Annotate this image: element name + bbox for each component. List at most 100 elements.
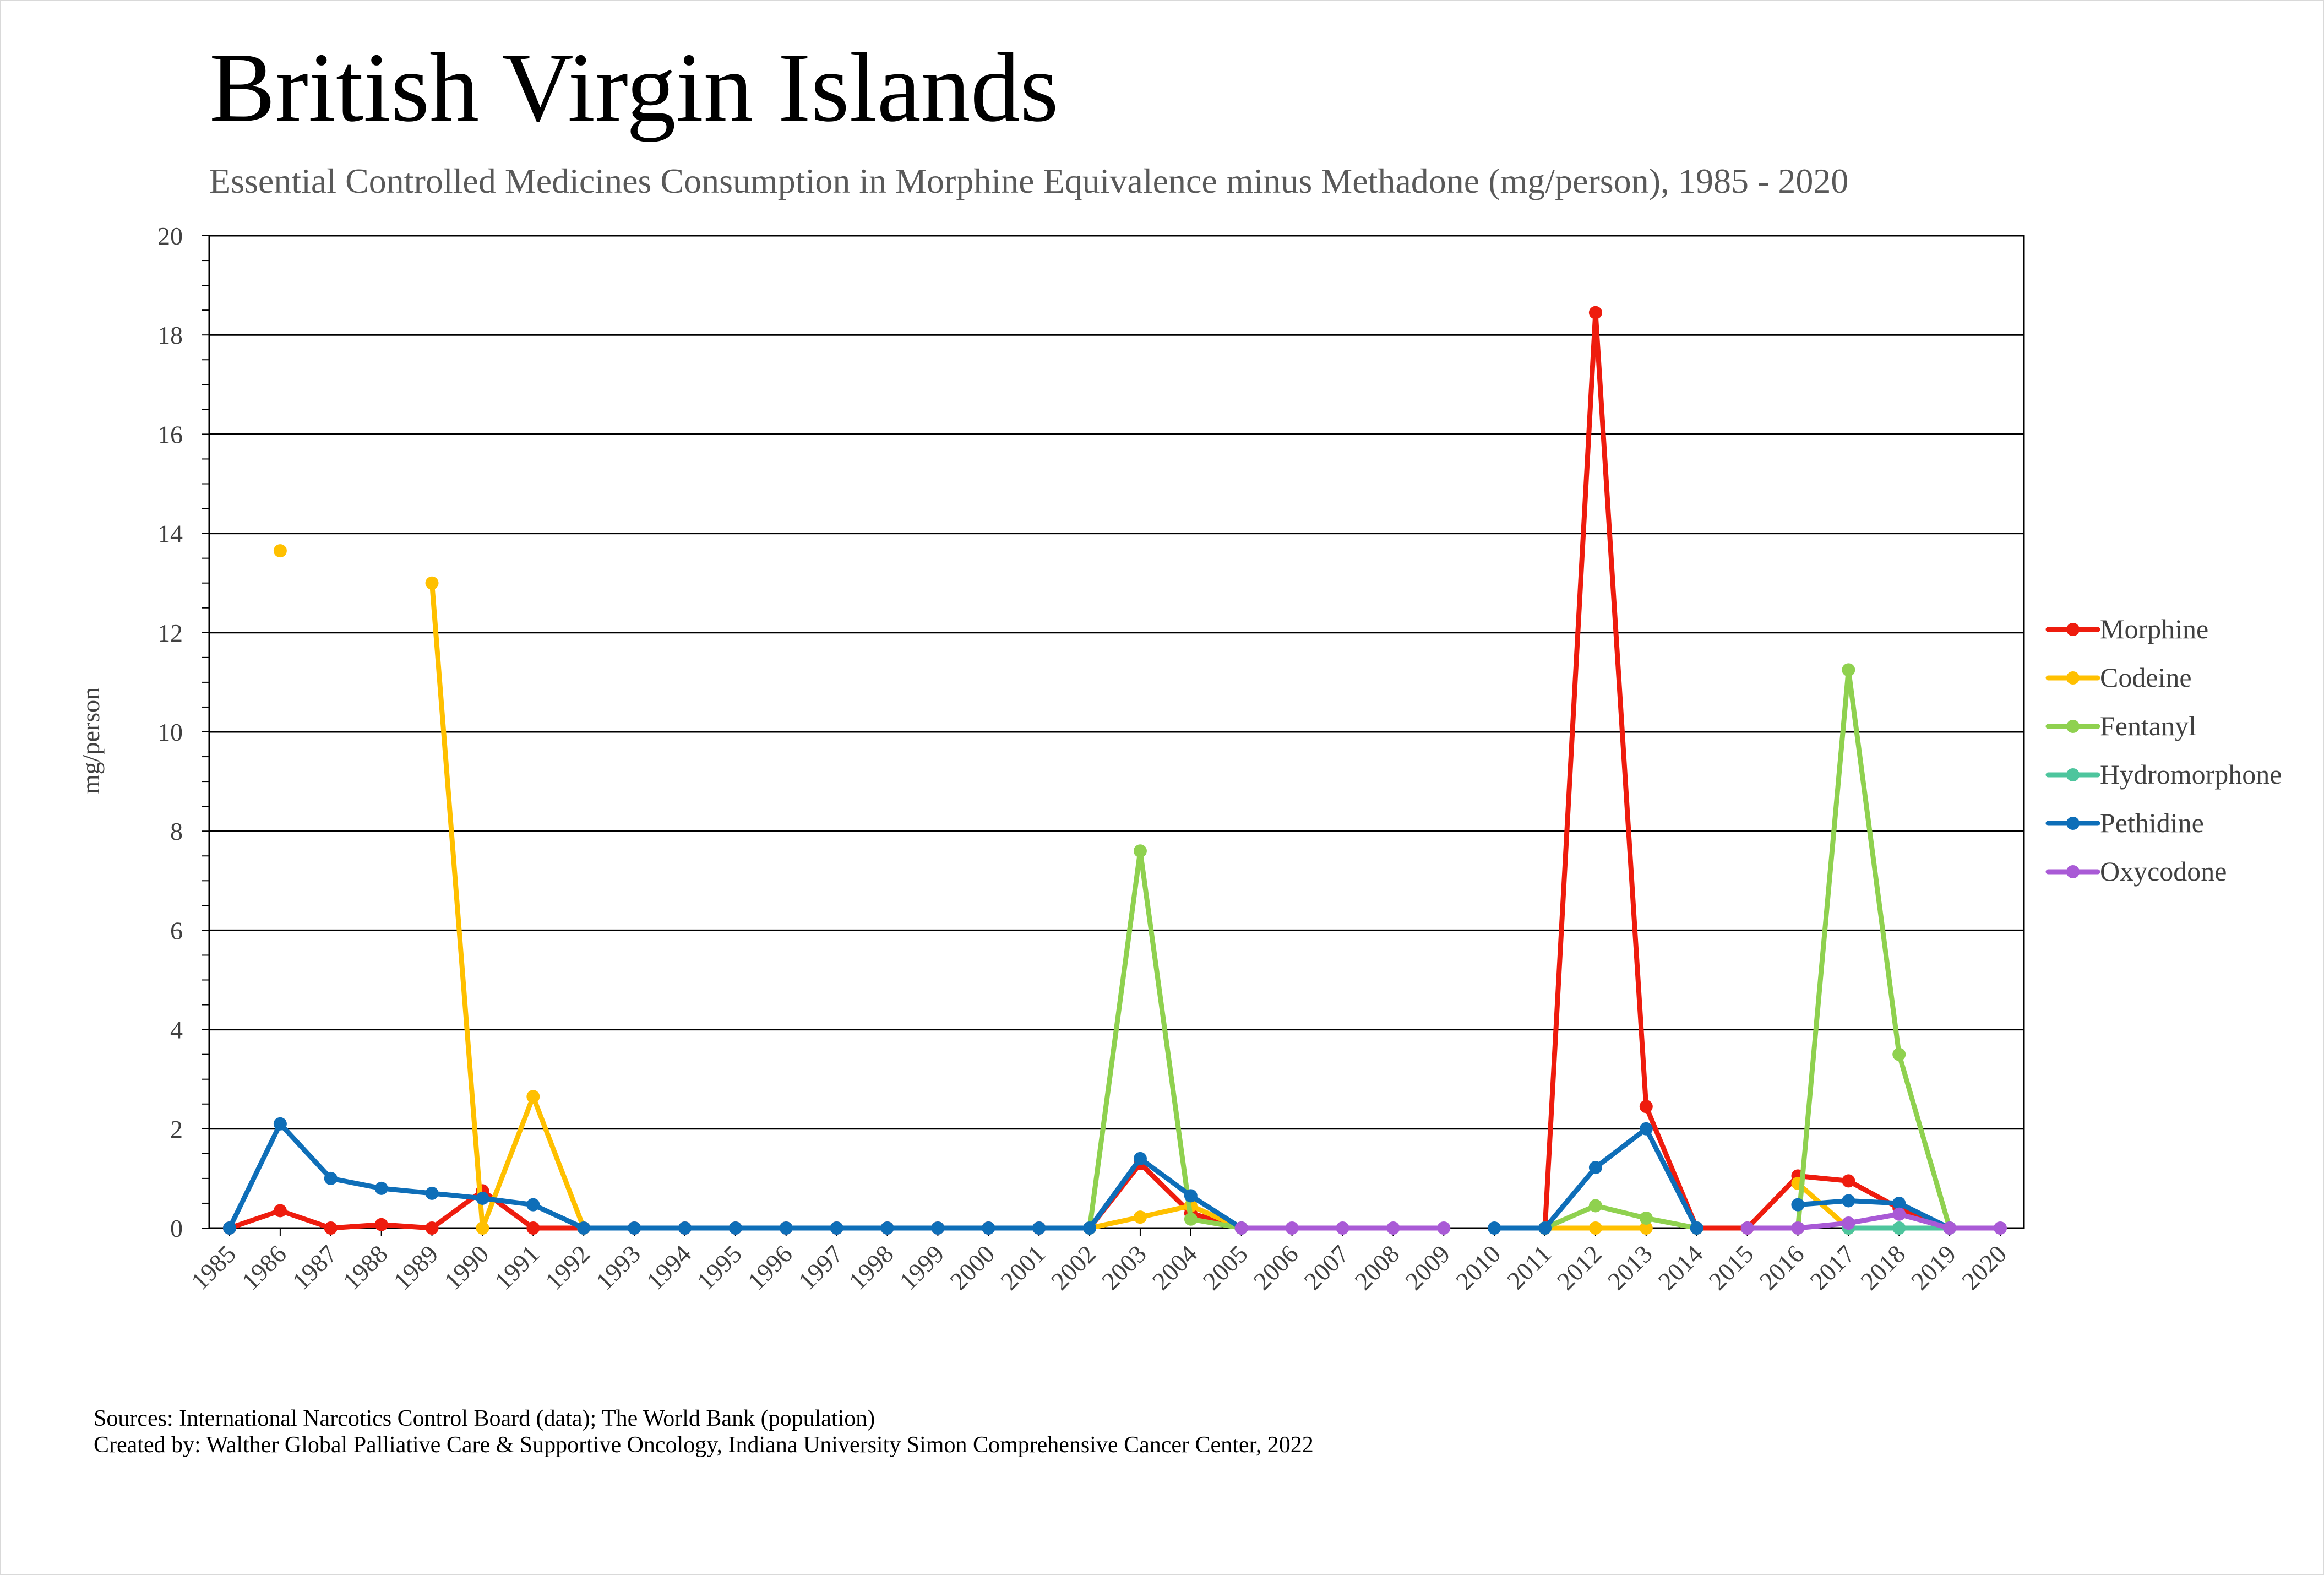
pethidine-point (1842, 1194, 1855, 1208)
legend-marker-oxycodone (2066, 865, 2080, 878)
y-tick-label: 8 (170, 817, 183, 845)
pethidine-point (880, 1221, 894, 1235)
pethidine-point (476, 1191, 489, 1205)
morphine-point (1588, 306, 1602, 319)
fentanyl-point (1892, 1047, 1906, 1061)
x-tick-label: 2018 (1855, 1240, 1911, 1295)
oxycodone-point (1234, 1221, 1248, 1235)
morphine-point (324, 1221, 338, 1235)
legend-marker-hydromorphone (2066, 768, 2080, 781)
x-tick-label: 2008 (1349, 1240, 1405, 1295)
fentanyl-point (1588, 1199, 1602, 1213)
codeine-point (273, 544, 287, 558)
codeine-line (1087, 1203, 1244, 1231)
x-tick-label: 1990 (438, 1240, 494, 1295)
legend-label-codeine: Codeine (2100, 662, 2192, 693)
x-tick-label: 2016 (1754, 1240, 1809, 1295)
x-tick-label: 1989 (388, 1240, 443, 1295)
x-tick-label: 2002 (1046, 1240, 1101, 1295)
oxycodone-point (1740, 1221, 1754, 1235)
y-tick-label: 12 (157, 619, 183, 647)
oxycodone-point (1285, 1221, 1299, 1235)
codeine-line (1795, 1181, 1851, 1231)
oxycodone-point (1842, 1216, 1855, 1230)
pethidine-point (982, 1221, 995, 1235)
x-tick-label: 2013 (1602, 1240, 1658, 1295)
pethidine-point (678, 1221, 692, 1235)
x-tick-label: 2004 (1147, 1240, 1202, 1295)
codeine-point (425, 576, 439, 590)
pethidine-point (779, 1221, 793, 1235)
x-tick-label: 1993 (590, 1240, 646, 1295)
pethidine-point (1133, 1152, 1147, 1165)
x-tick-label: 1997 (793, 1240, 848, 1295)
fentanyl-point (1133, 844, 1147, 858)
x-tick-label: 1991 (489, 1240, 545, 1295)
credits-note: Created by: Walther Global Palliative Ca… (94, 1432, 1314, 1458)
codeine-line (429, 580, 586, 1231)
morphine-point (1842, 1174, 1855, 1188)
morphine-point (425, 1221, 439, 1235)
oxycodone-point (1386, 1221, 1400, 1235)
x-tick-label: 1998 (843, 1240, 899, 1295)
x-tick-label: 2011 (1501, 1240, 1556, 1295)
x-tick-label: 1995 (692, 1240, 747, 1295)
x-tick-label: 2003 (1096, 1240, 1152, 1295)
fentanyl-point (1184, 1212, 1198, 1226)
x-tick-label: 2001 (995, 1240, 1051, 1295)
oxycodone-point (1994, 1221, 2007, 1235)
y-tick-label: 20 (157, 222, 183, 250)
x-tick-label: 1994 (641, 1240, 696, 1295)
y-tick-label: 2 (170, 1115, 183, 1143)
x-tick-label: 2020 (1956, 1240, 2012, 1295)
codeine-point (1588, 1221, 1602, 1235)
morphine-point (1639, 1100, 1653, 1114)
legend-marker-morphine (2066, 623, 2080, 636)
x-tick-label: 1987 (287, 1240, 342, 1295)
pethidine-point (1184, 1189, 1198, 1203)
fentanyl-line (1087, 848, 1244, 1231)
x-tick-label: 2009 (1400, 1240, 1455, 1295)
oxycodone-line (1745, 1212, 2003, 1231)
x-tick-label: 2006 (1248, 1240, 1304, 1295)
y-tick-label: 14 (157, 520, 183, 548)
legend: Morphine Codeine Fentanyl Hydromorphone Peth… (2045, 613, 2282, 887)
x-tick-label: 2007 (1298, 1240, 1354, 1295)
y-tick-label: 10 (157, 718, 183, 746)
fentanyl-point (1842, 663, 1855, 677)
x-tick-label: 1996 (742, 1240, 798, 1295)
oxycodone-point (1791, 1221, 1805, 1235)
legend-marker-fentanyl (2066, 720, 2080, 733)
hydromorphone-point (1892, 1221, 1906, 1235)
oxycodone-point (1437, 1221, 1451, 1235)
y-tick-label: 6 (170, 916, 183, 944)
sources-note: Sources: International Narcotics Control… (94, 1406, 875, 1431)
chart-title: British Virgin Islands (209, 32, 1059, 142)
x-tick-label: 2015 (1703, 1240, 1759, 1295)
fentanyl-line (1542, 1203, 1700, 1231)
y-tick-label: 16 (157, 420, 183, 448)
x-tick-label: 2019 (1906, 1240, 1961, 1295)
pethidine-point (1032, 1221, 1046, 1235)
legend-label-morphine: Morphine (2100, 613, 2208, 644)
oxycodone-point (1943, 1221, 1957, 1235)
morphine-point (273, 1204, 287, 1218)
pethidine-point (1639, 1122, 1653, 1136)
x-tick-label: 2014 (1653, 1240, 1708, 1295)
legend-marker-codeine (2066, 671, 2080, 685)
pethidine-point (526, 1198, 540, 1212)
gridlines (208, 235, 2025, 1229)
pethidine-point (1488, 1221, 1501, 1235)
oxycodone-point (1892, 1207, 1906, 1221)
legend-label-pethidine: Pethidine (2100, 807, 2204, 838)
codeine-point (1133, 1210, 1147, 1224)
y-tick-label: 18 (157, 321, 183, 349)
pethidine-point (931, 1221, 945, 1235)
pethidine-point (425, 1186, 439, 1200)
x-tick-label: 2000 (944, 1240, 1000, 1295)
codeine-point (1639, 1221, 1653, 1235)
y-tick-label: 0 (170, 1214, 183, 1242)
legend-label-fentanyl: Fentanyl (2100, 710, 2196, 741)
